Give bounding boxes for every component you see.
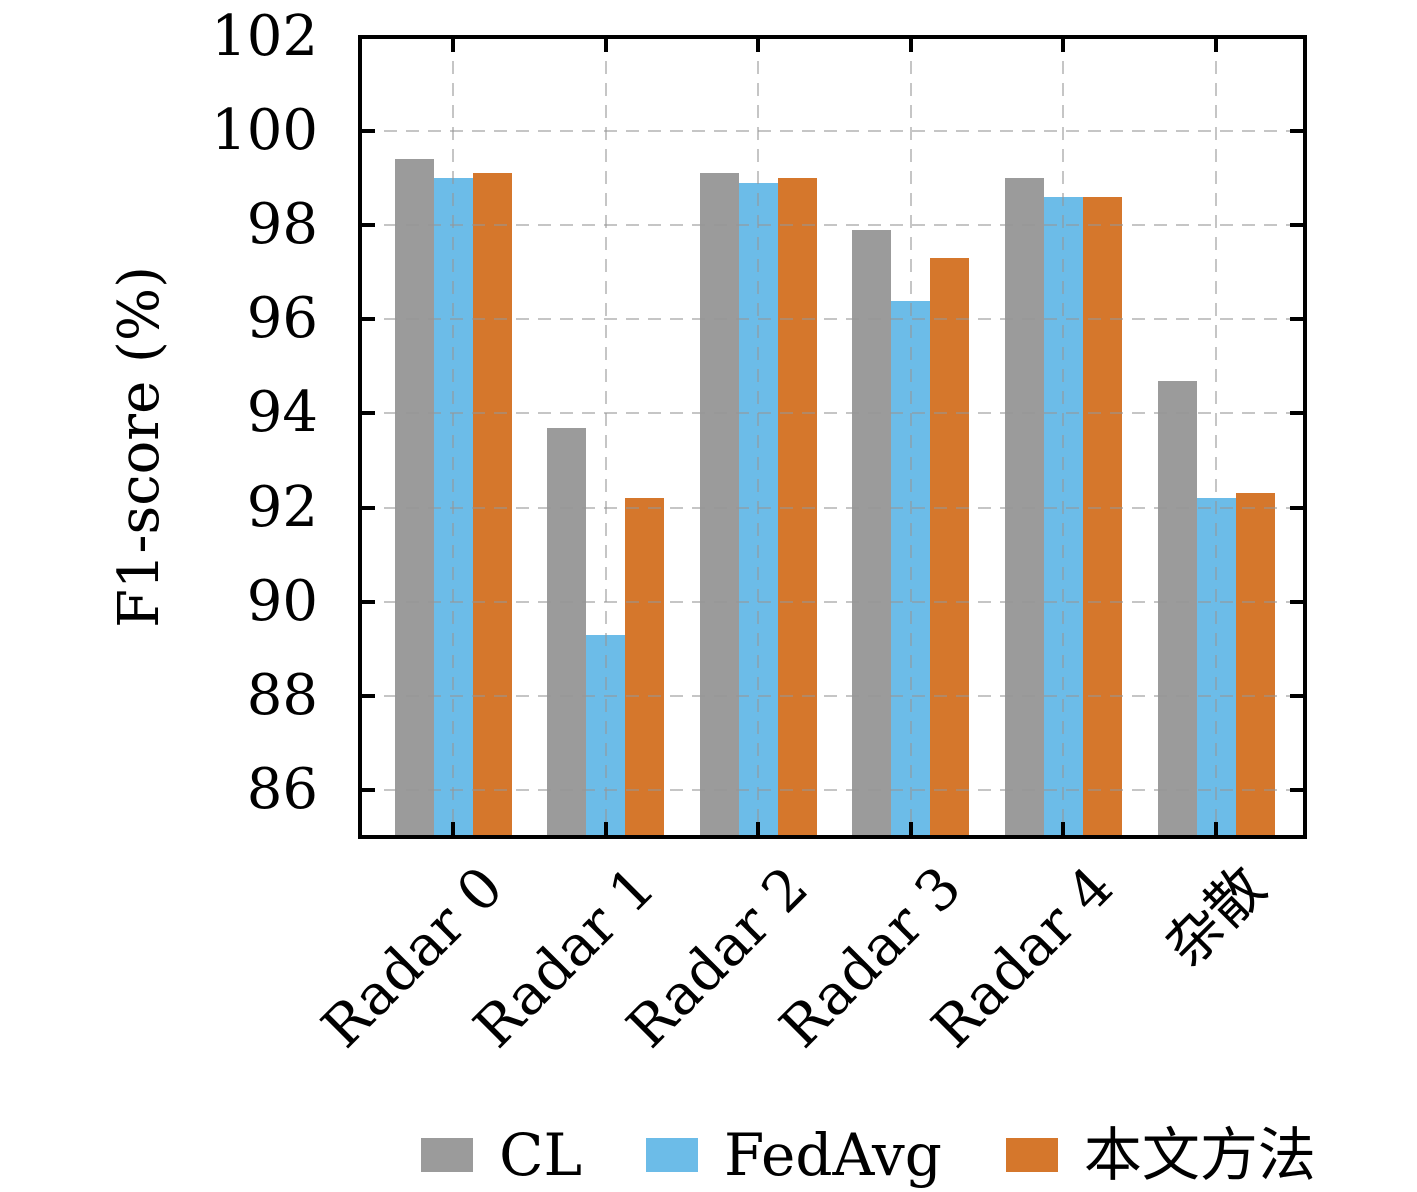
h-gridline xyxy=(362,600,1303,603)
y-tick-label: 100 xyxy=(211,98,318,164)
y-tick-label: 88 xyxy=(246,662,318,728)
y-tick-right xyxy=(1290,317,1303,322)
x-tick-bottom xyxy=(451,822,455,835)
y-tick-left xyxy=(362,787,375,792)
y-tick-left xyxy=(362,411,375,416)
bar xyxy=(1235,493,1275,839)
y-tick-left xyxy=(362,129,375,134)
bar xyxy=(930,258,970,839)
x-tick-bottom xyxy=(1214,822,1218,835)
y-tick-right xyxy=(1290,599,1303,604)
x-tick-bottom xyxy=(603,822,608,835)
bar xyxy=(1004,178,1044,839)
y-tick-right xyxy=(1290,505,1303,510)
h-gridline xyxy=(362,224,1303,227)
legend-swatch xyxy=(421,1138,474,1172)
bar xyxy=(472,173,512,839)
bar xyxy=(1157,380,1197,839)
bar xyxy=(777,178,817,839)
x-tick-top xyxy=(908,39,913,52)
v-gridline xyxy=(909,39,912,835)
y-axis-title: F1-score (%) xyxy=(107,266,172,628)
v-gridline xyxy=(452,39,454,835)
y-tick-right xyxy=(1290,35,1303,39)
legend-label: CL xyxy=(499,1121,582,1189)
h-gridline xyxy=(362,130,1303,133)
legend-label: 本文方法 xyxy=(1083,1121,1316,1189)
h-gridline xyxy=(362,788,1303,791)
y-tick-label: 92 xyxy=(246,474,318,540)
y-tick-label: 90 xyxy=(246,568,318,634)
y-tick-right xyxy=(1290,129,1303,134)
bar xyxy=(1082,197,1122,839)
bar xyxy=(547,427,587,839)
bar xyxy=(699,173,739,839)
y-tick-right xyxy=(1290,223,1303,228)
y-tick-label: 86 xyxy=(246,756,318,822)
bar xyxy=(852,229,892,839)
v-gridline xyxy=(1215,39,1217,835)
h-gridline xyxy=(362,506,1303,509)
x-tick-top xyxy=(1214,39,1218,52)
y-tick-left xyxy=(362,693,375,698)
h-gridline xyxy=(362,694,1303,697)
x-tick-top xyxy=(756,39,761,52)
h-gridline xyxy=(362,412,1303,415)
x-tick-top xyxy=(603,39,608,52)
legend-swatch xyxy=(645,1138,698,1172)
y-tick-label: 96 xyxy=(246,286,318,352)
legend-item: CL xyxy=(421,1122,582,1188)
y-tick-left xyxy=(362,223,375,228)
y-tick-right xyxy=(1290,787,1303,792)
y-tick-left xyxy=(362,317,375,322)
v-gridline xyxy=(604,39,607,835)
y-tick-label: 98 xyxy=(246,192,318,258)
h-gridline xyxy=(362,318,1303,321)
y-tick-left xyxy=(362,599,375,604)
v-gridline xyxy=(757,39,760,835)
y-tick-left xyxy=(362,35,375,39)
y-tick-label: 102 xyxy=(211,4,318,69)
legend-item: FedAvg xyxy=(645,1121,942,1189)
v-gridline xyxy=(1062,39,1065,835)
x-tick-bottom xyxy=(908,822,913,835)
x-tick-bottom xyxy=(1061,822,1066,835)
x-tick-top xyxy=(451,39,455,52)
x-tick-label: 杂散 xyxy=(1153,854,1279,980)
bar xyxy=(625,498,665,839)
y-tick-right xyxy=(1290,411,1303,416)
legend-label: FedAvg xyxy=(723,1121,942,1189)
y-tick-left xyxy=(362,505,375,510)
y-tick-label: 94 xyxy=(246,380,318,446)
y-tick-right xyxy=(1290,693,1303,698)
legend: CL FedAvg 本文方法 xyxy=(320,1122,1417,1188)
x-tick-bottom xyxy=(756,822,761,835)
legend-swatch xyxy=(1005,1138,1058,1172)
bar xyxy=(394,159,434,839)
x-tick-top xyxy=(1061,39,1066,52)
legend-item: 本文方法 xyxy=(1005,1121,1316,1189)
